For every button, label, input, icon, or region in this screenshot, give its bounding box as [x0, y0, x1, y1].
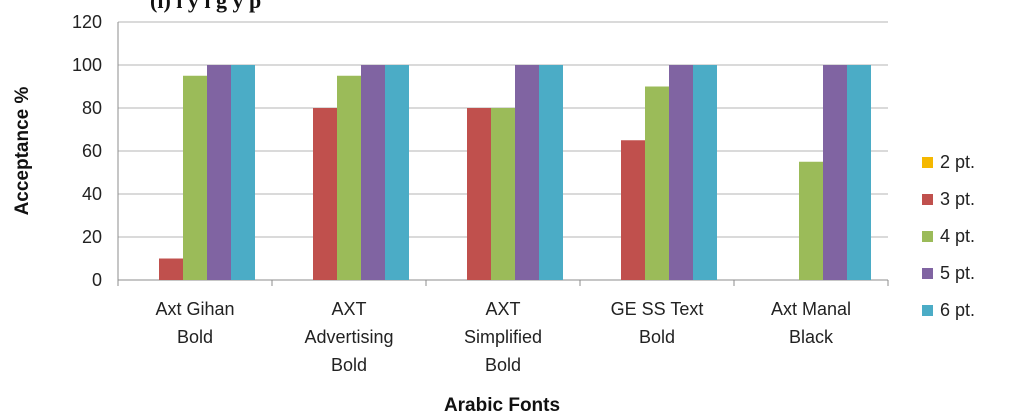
legend-label: 5 pt.	[940, 263, 975, 283]
bar	[183, 75, 207, 280]
y-tick-label: 60	[82, 141, 102, 161]
x-category-label: AXT Simplified Bold	[464, 299, 542, 375]
y-axis-title: Acceptance %	[12, 86, 33, 215]
y-tick-label: 20	[82, 227, 102, 247]
x-axis-title: Arabic Fonts	[444, 395, 560, 416]
legend-label: 4 pt.	[940, 226, 975, 246]
y-tick-label: 0	[92, 270, 102, 290]
legend-swatch	[922, 194, 933, 205]
bar	[693, 65, 717, 280]
bar	[313, 108, 337, 280]
bar	[361, 65, 385, 280]
x-category-label: Axt Gihan Bold	[155, 299, 234, 347]
y-tick-label: 120	[72, 12, 102, 32]
y-tick-label: 100	[72, 55, 102, 75]
x-category-label: GE SS Text Bold	[611, 299, 704, 347]
bar	[207, 65, 231, 280]
bar	[159, 258, 183, 280]
x-category-labels: Axt Gihan Bold AXT Advertising Bold AXT Simpli…	[155, 299, 851, 375]
legend-swatch	[922, 305, 933, 316]
bar	[491, 108, 515, 280]
bar	[467, 108, 491, 280]
y-tick-labels: 0 20 40 60 80 100 120	[72, 12, 102, 290]
x-category-label: AXT Advertising Bold	[304, 299, 393, 375]
x-category-label: Axt Manal Black	[771, 299, 851, 347]
bar	[799, 161, 823, 280]
bar	[823, 65, 847, 280]
legend-swatch	[922, 268, 933, 279]
legend-swatch	[922, 231, 933, 242]
bar	[515, 65, 539, 280]
legend-label: 3 pt.	[940, 189, 975, 209]
legend-swatch	[922, 157, 933, 168]
bar	[847, 65, 871, 280]
bar	[621, 140, 645, 280]
bar	[337, 75, 361, 280]
legend: 2 pt. 3 pt. 4 pt. 5 pt. 6 pt.	[922, 152, 975, 320]
legend-label: 6 pt.	[940, 300, 975, 320]
y-tick-label: 40	[82, 184, 102, 204]
chart-title: (ı) ı y ı g y p	[150, 0, 261, 13]
bar	[539, 65, 563, 280]
bar	[385, 65, 409, 280]
legend-label: 2 pt.	[940, 152, 975, 172]
bar	[231, 65, 255, 280]
bars	[159, 65, 871, 280]
bar	[669, 65, 693, 280]
y-tick-label: 80	[82, 98, 102, 118]
bar	[645, 86, 669, 280]
